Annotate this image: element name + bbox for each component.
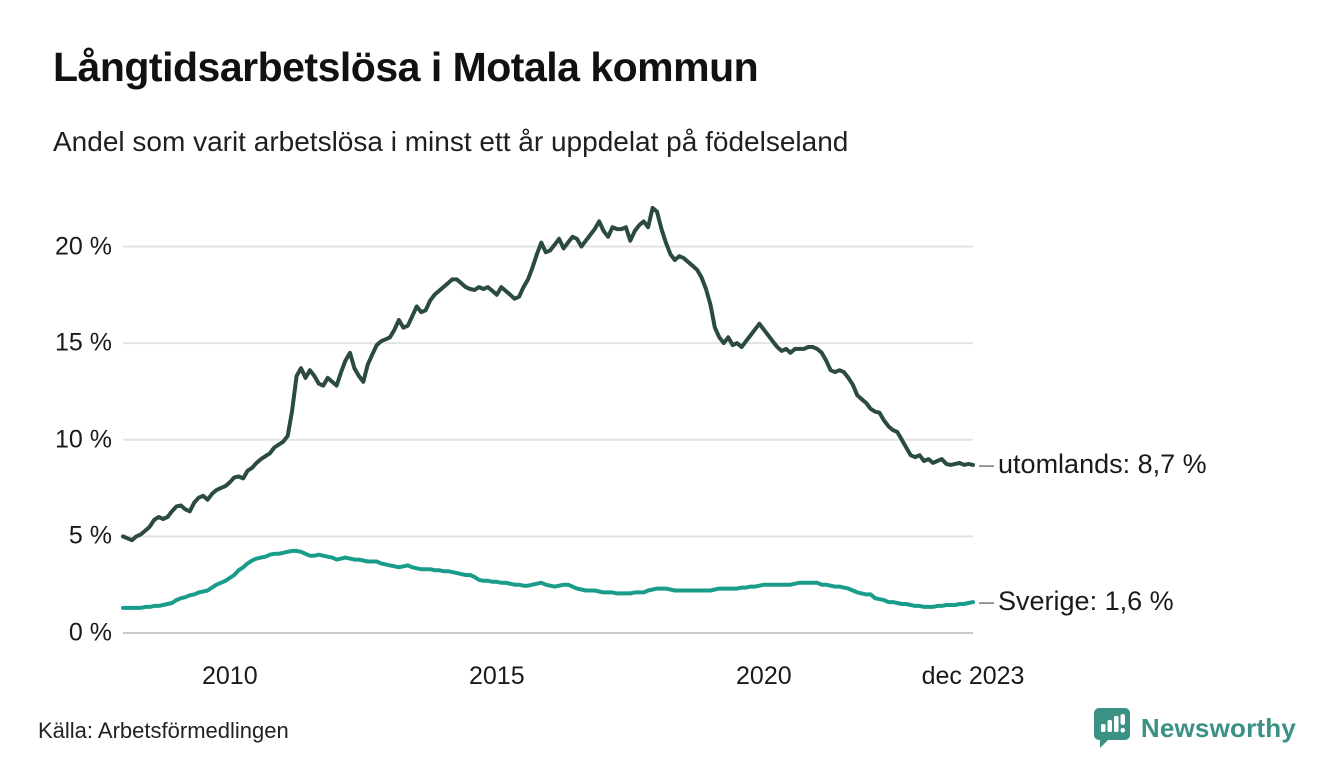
y-axis-label-15: 15 %: [55, 328, 112, 357]
series-end-label-text: Sverige: 1,6 %: [998, 585, 1174, 616]
x-axis-label-2015: 2015: [469, 662, 525, 690]
brand-logo: Newsworthy: [1093, 706, 1296, 750]
newsworthy-icon: [1093, 708, 1130, 748]
page-title: Långtidsarbetslösa i Motala kommun: [53, 44, 759, 90]
y-axis-label-10: 10 %: [55, 425, 112, 454]
x-axis-label-2020: 2020: [736, 662, 792, 690]
page-subtitle: Andel som varit arbetslösa i minst ett å…: [53, 126, 849, 157]
series-end-label-sverige: – Sverige: 1,6 %: [979, 586, 1174, 617]
label-tick-dash: –: [979, 585, 995, 616]
label-tick-dash: –: [979, 448, 995, 479]
y-axis-label-0: 0 %: [68, 618, 112, 647]
x-axis-label-2010: 2010: [201, 662, 258, 690]
y-axis-label-20: 20 %: [55, 232, 112, 260]
y-axis-label-5: 5 %: [68, 521, 112, 550]
series-line-utomlands: [121, 205, 975, 543]
series-end-label-text: utomlands: 8,7 %: [998, 448, 1207, 479]
series-end-label-utomlands: – utomlands: 8,7 %: [979, 449, 1207, 480]
source-note: Källa: Arbetsförmedlingen: [38, 718, 289, 743]
x-axis-label-dec-2023: dec 2023: [921, 662, 1025, 690]
brand-name: Newsworthy: [1140, 712, 1296, 743]
series-line-sverige: [121, 548, 975, 610]
